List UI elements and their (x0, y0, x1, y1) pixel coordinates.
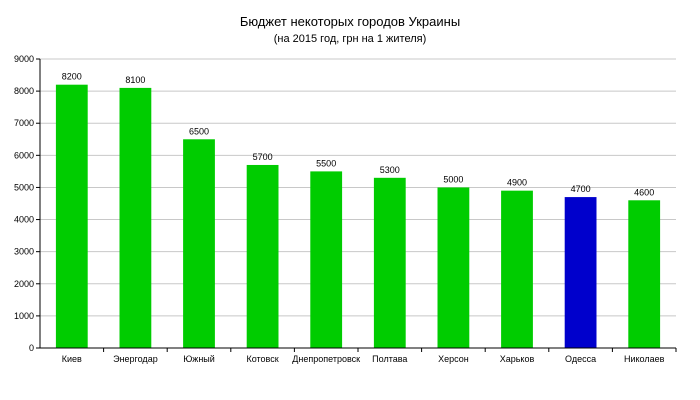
bar (628, 200, 661, 348)
x-tick-label: Херсон (438, 354, 469, 364)
data-label: 8200 (62, 72, 82, 82)
y-tick-label: 7000 (14, 118, 34, 128)
data-label: 5700 (253, 152, 273, 162)
bar (310, 171, 343, 348)
data-label: 4700 (571, 184, 591, 194)
data-label: 5500 (316, 158, 336, 168)
bar (246, 164, 279, 348)
y-tick-label: 8000 (14, 86, 34, 96)
y-tick-label: 9000 (14, 54, 34, 64)
x-tick-label: Энергодар (113, 354, 158, 364)
y-tick-label: 1000 (14, 311, 34, 321)
x-tick-label: Южный (183, 354, 215, 364)
y-tick-label: 4000 (14, 215, 34, 225)
y-axis: 0 1000 2000 3000 4000 5000 6000 7000 8000 9000 (14, 54, 41, 353)
bar (55, 84, 88, 348)
data-label: 4900 (507, 178, 527, 188)
data-label: 5300 (380, 165, 400, 175)
y-tick-label: 6000 (14, 150, 34, 160)
x-tick-label: Киев (62, 354, 82, 364)
bar (373, 177, 406, 348)
chart-subtitle: (на 2015 год, грн на 1 жителя) (273, 33, 427, 45)
data-label: 5000 (443, 174, 463, 184)
x-tick-label: Харьков (500, 354, 535, 364)
bar (564, 197, 597, 348)
data-label: 6500 (189, 126, 209, 136)
x-tick-label: Котовск (246, 354, 278, 364)
bar (119, 87, 152, 349)
y-tick-label: 5000 (14, 182, 34, 192)
x-tick-label: Днепропетровск (292, 354, 360, 364)
data-label: 4600 (634, 187, 654, 197)
y-tick-label: 3000 (14, 247, 34, 257)
x-tick-label: Полтава (372, 354, 407, 364)
y-tick-label: 2000 (14, 279, 34, 289)
x-tick-label: Николаев (624, 354, 665, 364)
x-axis: Киев Энергодар Южный Котовск Днепропетровск П… (36, 347, 677, 364)
bar (437, 187, 470, 348)
chart-title: Бюджет некоторых городов Украины (239, 14, 461, 29)
x-tick-label: Одесса (565, 354, 596, 364)
bar (501, 190, 533, 348)
bars: 8200 8100 6500 5700 5500 5300 5000 4900 4700 4600 (55, 72, 661, 349)
data-label: 8100 (125, 75, 145, 85)
bar (183, 139, 215, 348)
y-tick-label: 0 (29, 343, 34, 353)
